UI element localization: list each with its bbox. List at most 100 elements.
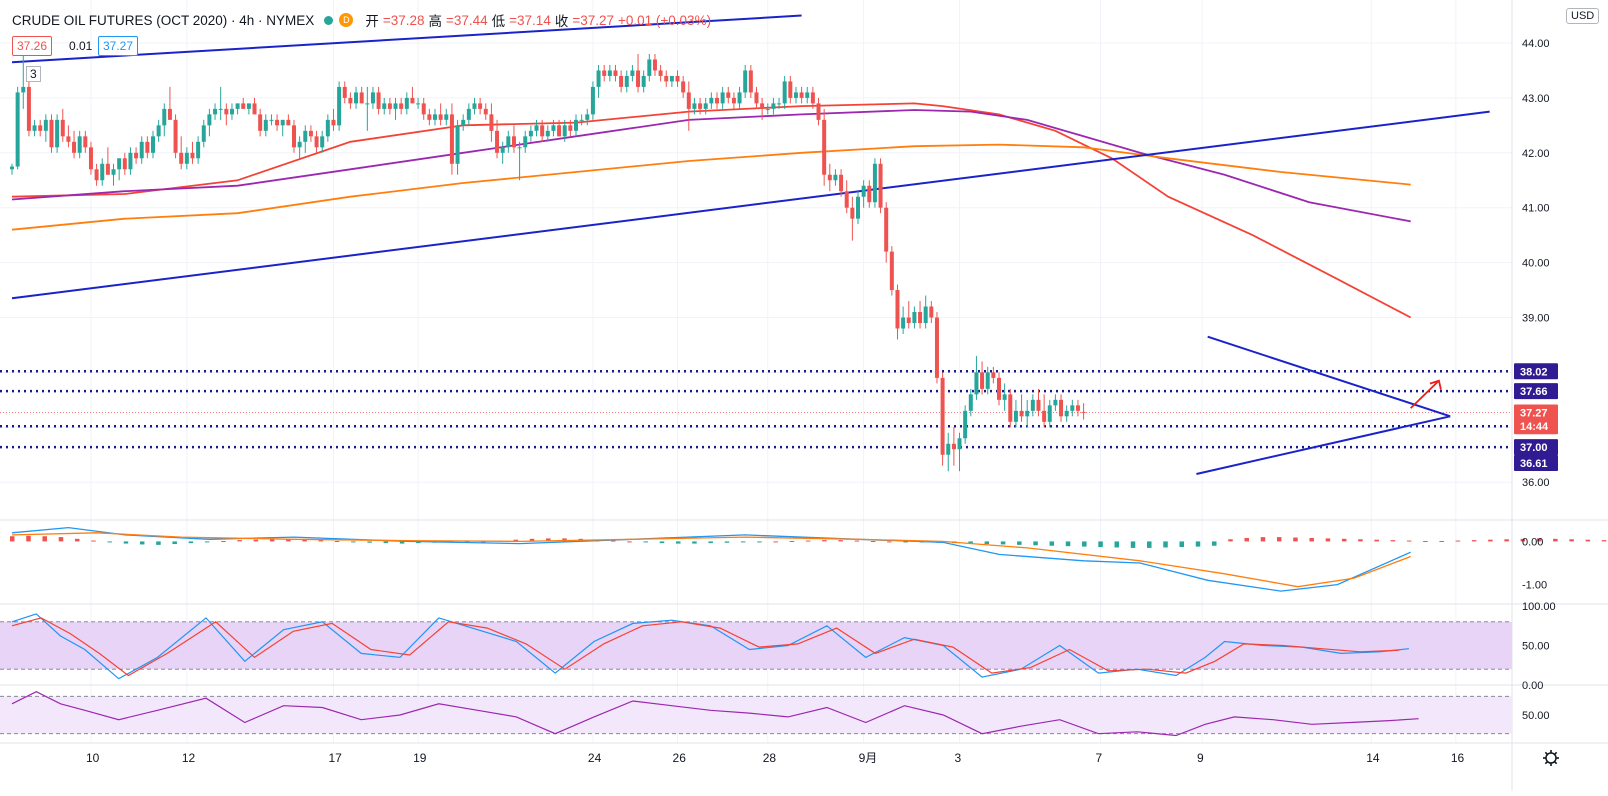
candle-body: [444, 114, 449, 120]
rsi-line: [11, 691, 1419, 737]
macd-histogram-bar: [805, 540, 811, 542]
macd-histogram-bar: [1455, 540, 1461, 542]
candle-body: [207, 114, 212, 126]
time-axis-label: 26: [673, 751, 687, 765]
macd-histogram-bar: [1471, 540, 1477, 542]
price-label-text: 36.61: [1520, 458, 1548, 470]
candle-body: [946, 443, 951, 455]
macd-histogram-bar: [1553, 538, 1558, 542]
change-value: +0.01 (+0.03%): [618, 12, 712, 28]
candle-body: [613, 70, 618, 76]
candle-body: [506, 136, 511, 148]
trendline: [1207, 335, 1451, 418]
candle-body: [985, 372, 990, 389]
candle-body: [912, 312, 917, 323]
macd-histogram-bar: [838, 540, 843, 542]
stoch-line: [11, 617, 1400, 677]
macd-histogram-bar: [610, 540, 616, 542]
candle-body: [1025, 410, 1030, 417]
candle-body: [1019, 410, 1024, 417]
candle-body: [286, 119, 291, 126]
price-label-text: 37.66: [1520, 386, 1548, 398]
macd-histogram-bar: [1276, 537, 1282, 542]
candle-body: [382, 103, 387, 109]
macd-histogram-bar: [221, 540, 226, 542]
macd-line: [11, 526, 1411, 592]
candle-body: [760, 103, 765, 109]
candle-body: [1059, 399, 1064, 417]
candle-body: [404, 97, 409, 109]
macd-histogram-bar: [26, 535, 31, 542]
macd-histogram-bar: [757, 541, 762, 543]
candle-body: [681, 81, 686, 93]
candle-body: [122, 158, 127, 170]
macd-histogram-bar: [1082, 541, 1087, 547]
macd-histogram-bar: [773, 541, 778, 543]
macd-histogram-bar: [1211, 541, 1217, 546]
candle-body: [466, 108, 471, 120]
price-tick-label: 43.00: [1522, 93, 1550, 105]
ask-price-button[interactable]: 37.27: [98, 36, 139, 56]
candle-body: [511, 136, 516, 148]
candle-body: [884, 207, 889, 252]
candle-body: [280, 119, 285, 126]
macd-histogram-bar: [1033, 541, 1038, 546]
candle-body: [235, 103, 240, 109]
candle-body: [117, 158, 122, 170]
macd-histogram-bar: [659, 541, 665, 544]
candle-body: [196, 141, 201, 159]
macd-histogram-bar: [399, 541, 405, 544]
candle-body: [743, 70, 748, 93]
candle-body: [15, 92, 20, 167]
candle-body: [957, 438, 962, 450]
macd-histogram-bar: [1504, 539, 1509, 542]
candle-body: [652, 59, 657, 71]
candle-body: [331, 119, 336, 126]
price-label-box: [1514, 418, 1558, 435]
candle-body: [461, 119, 466, 126]
currency-button[interactable]: USD: [1566, 8, 1600, 24]
macd-histogram-bar: [1000, 541, 1006, 545]
candle-body: [292, 125, 296, 148]
macd-histogram-bar: [1390, 540, 1396, 542]
candle-body: [1002, 394, 1007, 400]
macd-histogram-bar: [1325, 538, 1331, 542]
macd-histogram-bar: [1439, 540, 1444, 542]
candle-body: [38, 125, 43, 131]
candle-body: [816, 103, 821, 120]
macd-histogram-bar: [692, 541, 697, 544]
candle-body: [241, 103, 246, 109]
candle-body: [810, 92, 815, 104]
symbol-title[interactable]: CRUDE OIL FUTURES (OCT 2020) · 4h · NYME…: [12, 12, 315, 28]
bid-price-button[interactable]: 37.26: [12, 36, 53, 56]
time-axis-label: 24: [588, 751, 602, 765]
time-axis-label: 10: [86, 751, 100, 765]
candle-body: [737, 92, 742, 104]
price-tick-label: 39.00: [1522, 313, 1550, 325]
candle-body: [416, 103, 421, 105]
candle-body: [720, 92, 725, 104]
candle-body: [77, 136, 82, 153]
macd-histogram-bar: [708, 541, 713, 544]
macd-histogram-bar: [1341, 538, 1347, 542]
candle-body: [325, 119, 330, 137]
candle-body: [213, 108, 218, 115]
macd-tick-label: 0.00: [1522, 536, 1543, 548]
candle-body: [777, 103, 782, 105]
price-label-text: 14:44: [1520, 421, 1549, 433]
candle-body: [545, 130, 550, 137]
trendline: [1196, 415, 1451, 475]
macd-histogram-bar: [789, 540, 795, 542]
gear-icon: [1545, 752, 1557, 764]
time-axis-label: 12: [182, 751, 196, 765]
candle-body: [782, 81, 787, 104]
candle-body: [72, 141, 77, 153]
macd-histogram-bar: [188, 541, 194, 544]
candle-body: [184, 152, 189, 164]
candle-body: [1013, 410, 1018, 422]
candle-body: [500, 147, 505, 153]
bar-count-badge: 3: [26, 66, 41, 82]
macd-histogram-bar: [1374, 539, 1379, 542]
